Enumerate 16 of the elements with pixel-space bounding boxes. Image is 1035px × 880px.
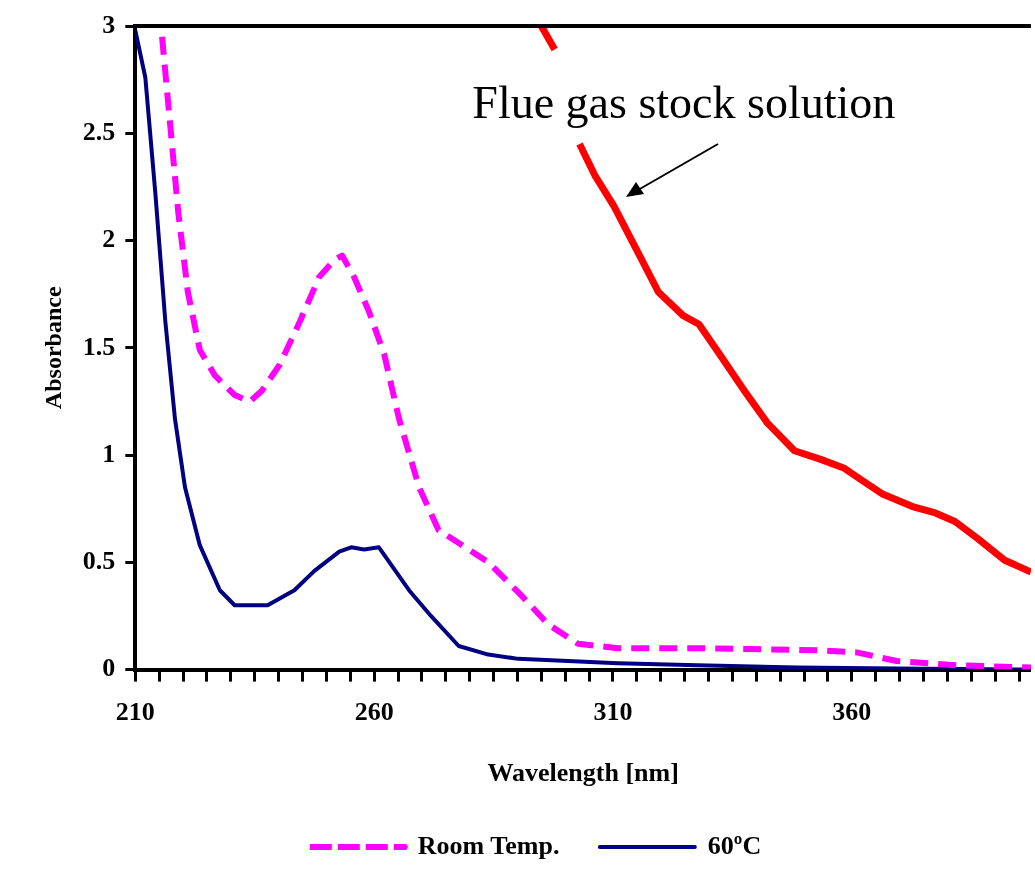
y-tick-label: 2 [102, 224, 116, 254]
x-tick-label: 360 [832, 696, 872, 726]
legend-label: Room Temp. [417, 830, 560, 860]
y-tick-label: 0.5 [82, 546, 116, 576]
x-tick-label: 310 [593, 696, 633, 726]
annotation: Flue gas stock solution [472, 77, 896, 128]
y-tick-label: 3 [102, 9, 116, 39]
x-axis-title: Wavelength [nm] [487, 758, 679, 788]
x-tick-label: 260 [354, 696, 394, 726]
x-tick-label: 210 [115, 696, 155, 726]
y-tick-label: 1 [102, 438, 116, 468]
y-tick-label: 1.5 [82, 331, 116, 361]
legend-label: 60ºC [707, 830, 762, 860]
y-axis-title: Absorbance [39, 286, 66, 410]
y-tick-label: 0 [102, 653, 116, 683]
y-tick-label: 2.5 [82, 116, 116, 146]
